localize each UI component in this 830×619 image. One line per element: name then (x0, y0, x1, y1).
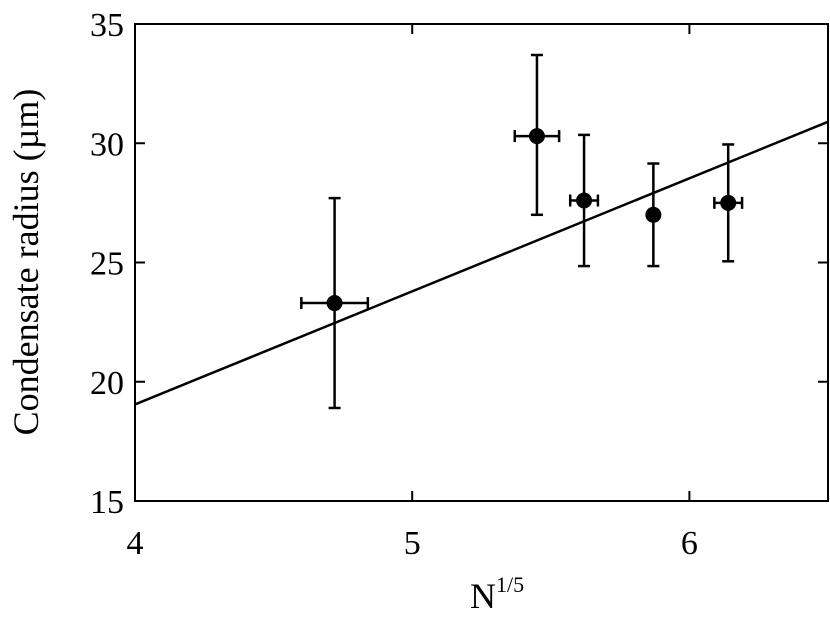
x-tick-label-0: 4 (127, 525, 144, 562)
axis-labels: N1/5 Condensate radius (µm) (6, 89, 524, 616)
data-marker-0 (326, 295, 343, 312)
x-tick-label-2: 6 (681, 525, 698, 562)
data-marker-1 (528, 128, 545, 145)
data-points (300, 53, 744, 410)
y-tick-label-0: 15 (90, 484, 124, 521)
data-marker-2 (576, 192, 593, 209)
axis-ticks: 4 5 6 15 20 25 30 35 (90, 7, 828, 562)
data-point-4 (713, 143, 744, 263)
fit-line-group (134, 120, 829, 406)
y-tick-label-3: 30 (90, 126, 124, 163)
y-tick-label-1: 20 (90, 365, 124, 402)
data-marker-3 (645, 206, 662, 223)
y-tick-label-2: 25 (90, 246, 124, 283)
data-point-1 (513, 53, 561, 217)
data-marker-4 (720, 194, 737, 211)
x-axis-label-base: N (470, 576, 496, 616)
data-point-0 (300, 196, 370, 410)
data-point-3 (645, 162, 662, 268)
data-point-2 (568, 133, 600, 268)
x-axis-label: N1/5 (470, 572, 524, 616)
x-tick-label-1: 5 (404, 525, 421, 562)
plot-area: 4 5 6 15 20 25 30 35 (90, 7, 829, 562)
y-tick-label-4: 35 (90, 7, 124, 44)
x-axis-label-superscript: 1/5 (496, 572, 524, 597)
y-axis-label: Condensate radius (µm) (6, 89, 46, 436)
fit-line (134, 120, 829, 406)
